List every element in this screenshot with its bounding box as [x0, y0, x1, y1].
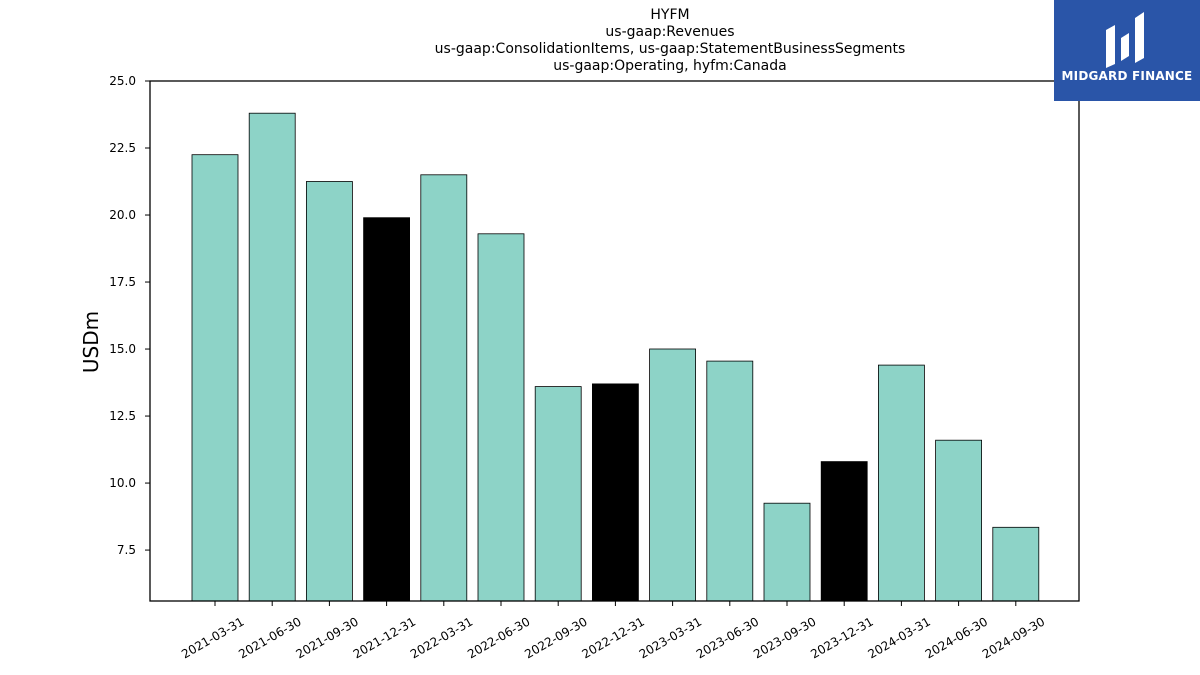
bar-2023-12-31 [820, 461, 868, 602]
bar-2024-03-31 [878, 364, 925, 602]
x-tick-label: 2022-03-31 [408, 614, 475, 661]
y-tick-label: 12.5 [109, 409, 136, 423]
bars-group [191, 112, 1040, 602]
y-axis-label: USDm [79, 311, 103, 373]
y-axis: 7.5 10.0 12.5 15.0 17.5 20.0 22.5 25.0 [109, 74, 150, 557]
midgard-finance-logo: MIDGARD FINANCE [1054, 0, 1200, 101]
y-tick-label: 15.0 [109, 342, 136, 356]
y-tick-label: 10.0 [109, 476, 136, 490]
x-tick-label: 2022-09-30 [522, 614, 589, 661]
x-axis: 2021-03-312021-06-302021-09-302021-12-31… [179, 601, 1047, 661]
x-tick-label: 2023-09-30 [751, 614, 818, 661]
chart-title-ticker: HYFM [650, 7, 690, 23]
bar-2024-09-30 [992, 526, 1040, 602]
y-tick-label: 20.0 [109, 208, 136, 222]
x-tick-label: 2024-06-30 [923, 614, 990, 661]
bar-2022-12-31 [592, 383, 639, 602]
x-tick-label: 2021-03-31 [179, 614, 246, 661]
bar-2021-09-30 [305, 181, 353, 602]
x-tick-label: 2021-09-30 [293, 614, 360, 661]
x-tick-label: 2023-12-31 [808, 614, 875, 661]
bar-2021-06-30 [248, 112, 296, 602]
bar-2021-03-31 [191, 154, 239, 602]
bar-2023-09-30 [763, 502, 811, 602]
bar-2022-06-30 [477, 233, 525, 602]
x-tick-label: 2024-03-31 [865, 614, 932, 661]
bar-2022-09-30 [534, 386, 582, 602]
bar-2021-12-31 [363, 217, 411, 602]
plot-frame [149, 80, 1080, 602]
bar-2024-06-30 [935, 439, 982, 602]
x-tick-label: 2022-12-31 [579, 614, 646, 661]
bar-2023-06-30 [706, 360, 754, 602]
x-tick-label: 2023-06-30 [694, 614, 761, 661]
x-tick-label: 2024-09-30 [980, 614, 1047, 661]
logo-text: MIDGARD FINANCE [1061, 69, 1193, 83]
bar-2023-03-31 [649, 348, 696, 602]
x-tick-label: 2022-06-30 [465, 614, 532, 661]
bar-2022-03-31 [420, 174, 468, 602]
y-tick-label: 25.0 [109, 74, 136, 88]
midgard-logo-icon [1106, 12, 1144, 68]
chart-title: HYFM us-gaap:Revenues us-gaap:Consolidat… [140, 7, 1200, 75]
y-tick-label: 7.5 [117, 543, 136, 557]
y-tick-label: 22.5 [109, 141, 136, 155]
chart-title-axes: us-gaap:ConsolidationItems, us-gaap:Stat… [434, 41, 906, 57]
x-tick-label: 2021-12-31 [351, 614, 418, 661]
chart-title-members: us-gaap:Operating, hyfm:Canada [553, 58, 787, 74]
x-tick-label: 2023-03-31 [637, 614, 704, 661]
x-tick-label: 2021-06-30 [236, 614, 303, 661]
y-tick-label: 17.5 [109, 275, 136, 289]
chart-title-concept: us-gaap:Revenues [605, 24, 735, 40]
